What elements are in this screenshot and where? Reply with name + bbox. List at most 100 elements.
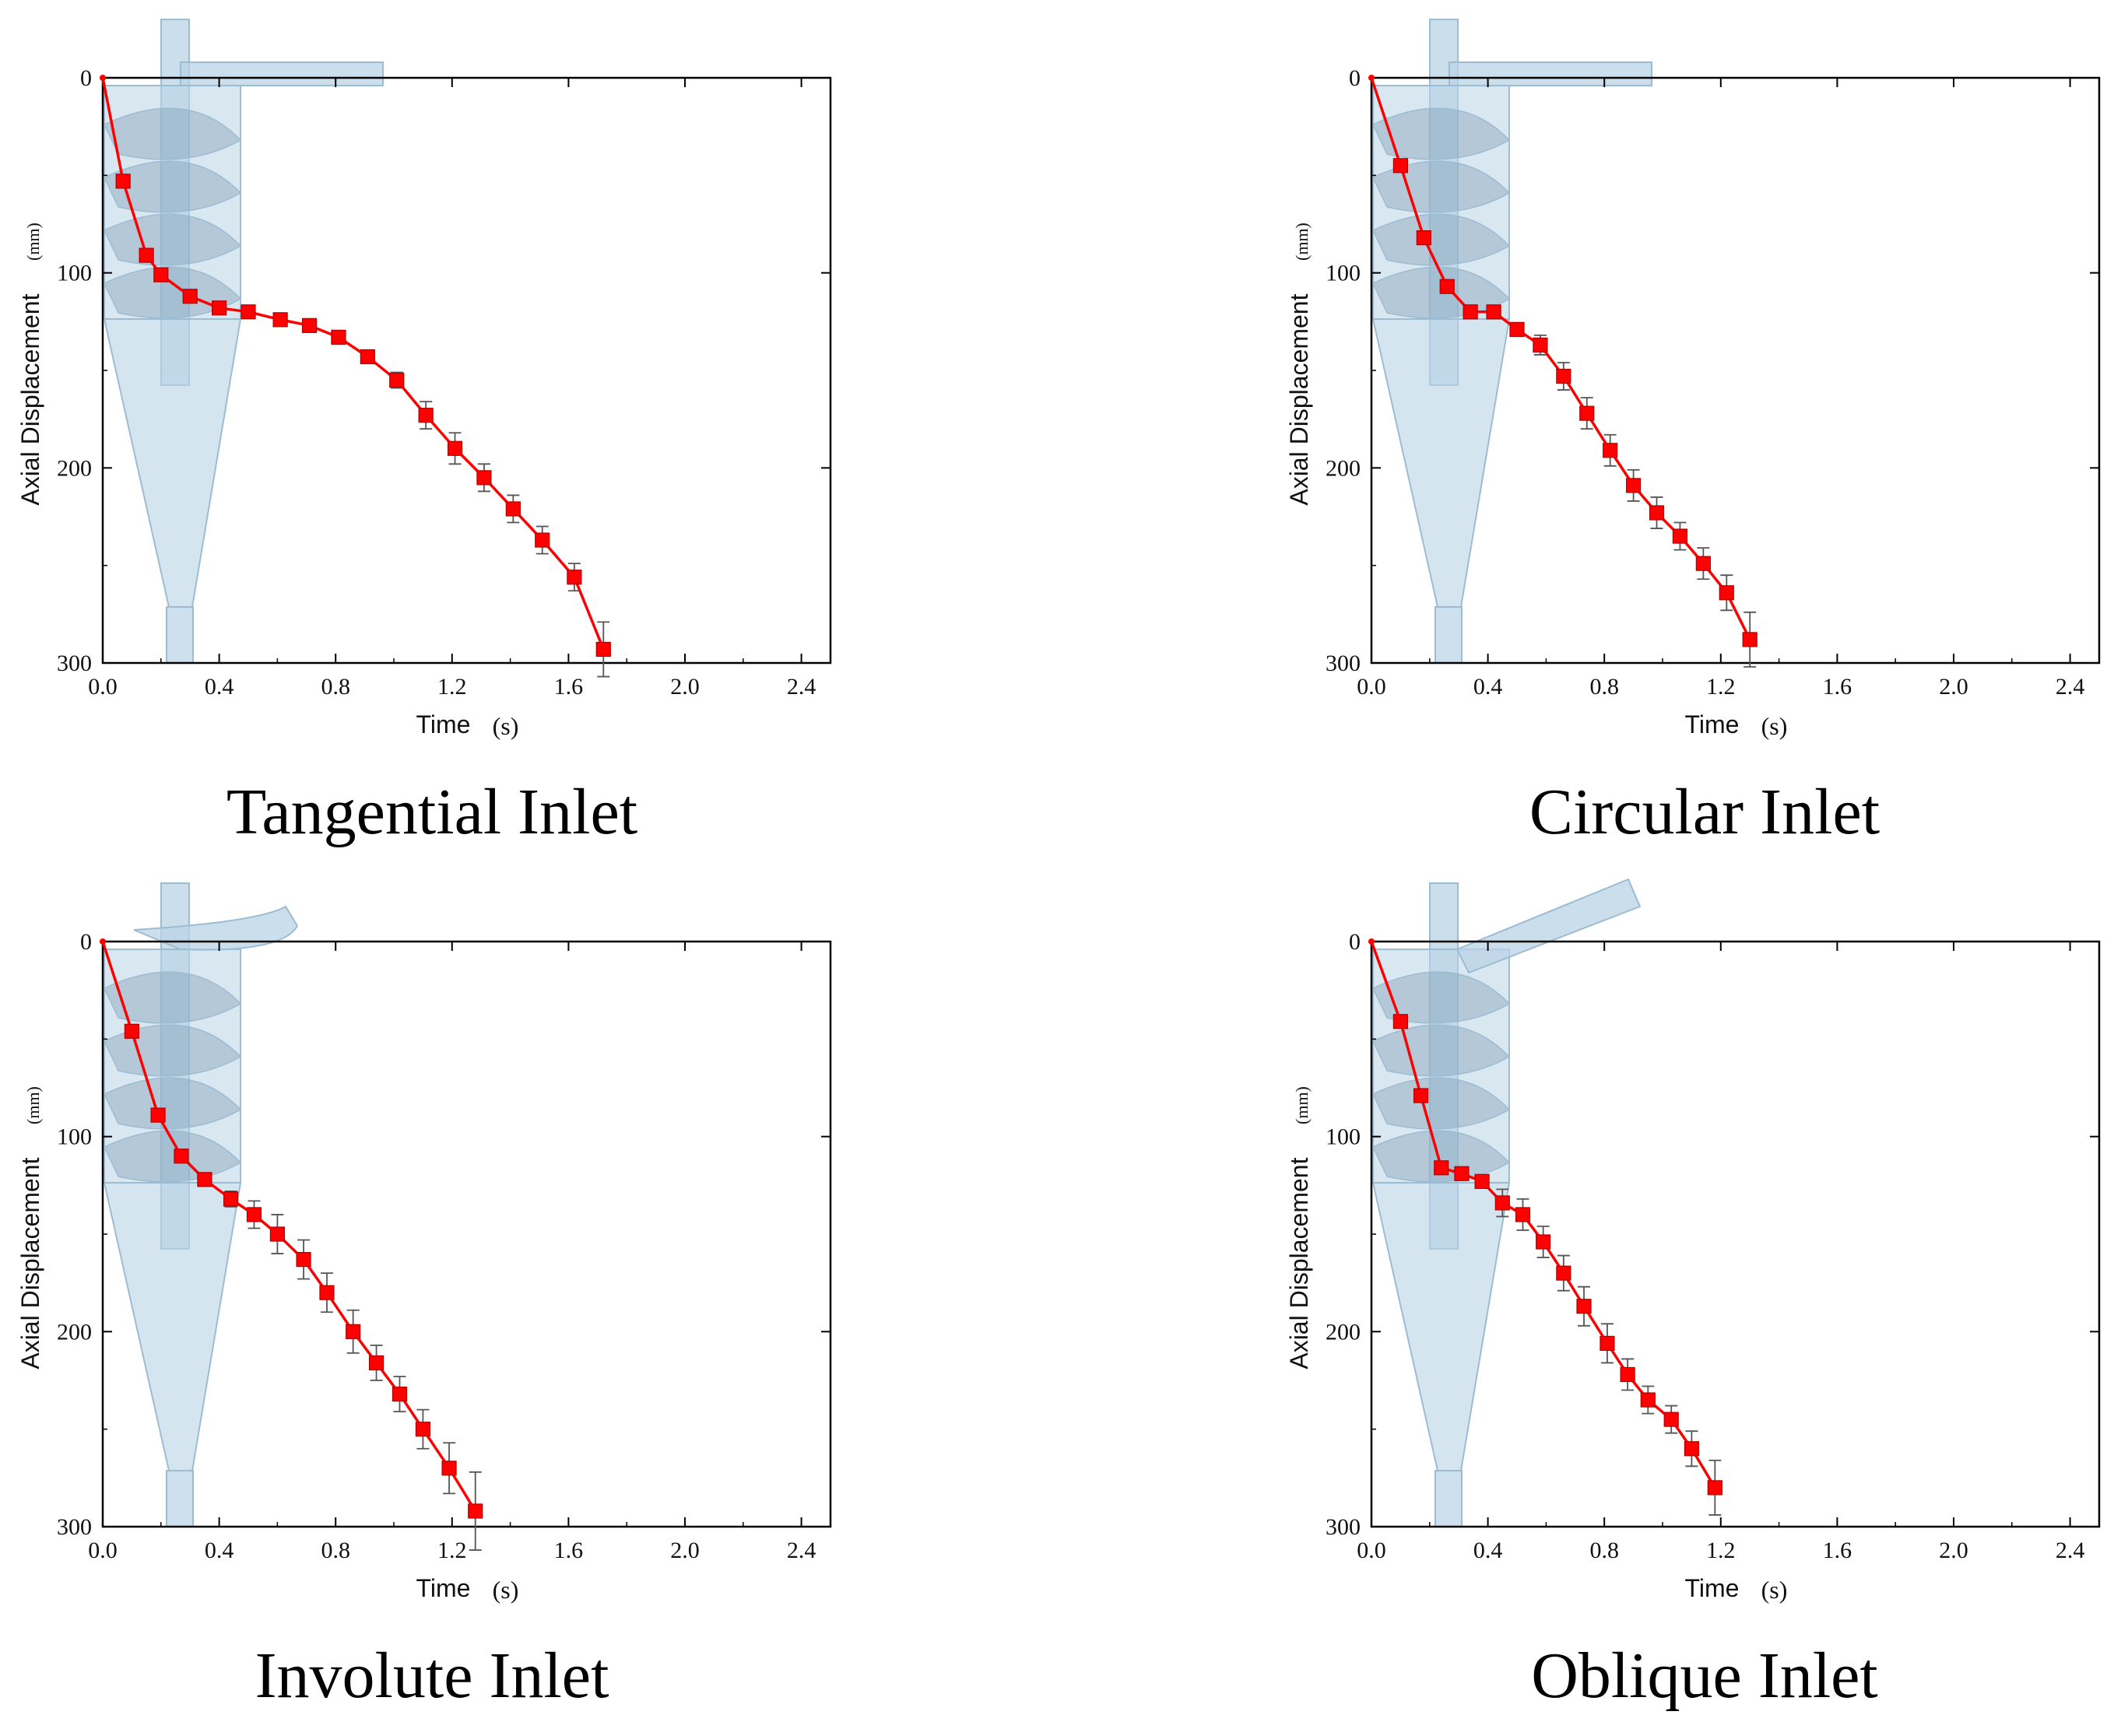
data-point <box>346 1324 361 1339</box>
x-tick-label: 0.4 <box>205 674 234 700</box>
y-tick-label: 300 <box>1326 651 1361 676</box>
spiral-vane <box>1371 1130 1511 1183</box>
y-tick-label: 100 <box>1326 1124 1361 1150</box>
data-point <box>319 1285 335 1300</box>
data-point <box>212 300 227 316</box>
spiral-vane <box>103 971 242 1024</box>
x-tick-label: 0.8 <box>1589 674 1619 700</box>
data-point <box>389 372 405 388</box>
x-tick-label: 1.2 <box>1706 674 1736 700</box>
data-point <box>153 267 169 282</box>
spiral-vane <box>103 1077 242 1130</box>
data-point <box>505 501 521 517</box>
cyclone-illustration <box>103 882 299 1527</box>
caption-circular-inlet: Circular Inlet <box>1529 776 1880 848</box>
data-point <box>1416 230 1431 246</box>
x-tick-label: 1.6 <box>554 1538 584 1563</box>
data-point <box>1509 321 1525 337</box>
data-point <box>272 312 288 328</box>
spiral-vane <box>103 266 242 319</box>
data-point <box>392 1386 408 1402</box>
x-tick-label: 1.2 <box>437 1538 467 1563</box>
y-tick-label: 200 <box>1326 1319 1361 1345</box>
x-axis-unit: (s) <box>493 1576 519 1604</box>
data-point <box>447 440 463 456</box>
x-tick-label: 2.0 <box>670 1538 700 1563</box>
data-point <box>1649 505 1665 521</box>
panel-circular-inlet: 0.0 0.4 0.8 1.2 1.6 2.0 2.4 0 100 200 300 Time (s) Ax… <box>1269 0 2121 747</box>
data-point <box>1515 1207 1531 1222</box>
spiral-vane <box>103 160 242 213</box>
y-tick-label: 100 <box>57 261 92 286</box>
data-point <box>301 317 318 333</box>
cyclone-illustration <box>1371 19 1652 664</box>
chart-svg-oblique: 0.0 0.4 0.8 1.2 1.6 2.0 2.4 0 100 200 300 Time (s) Ax… <box>1285 878 2101 1604</box>
cyclone-cone <box>103 318 242 608</box>
cyclone-cone <box>1371 318 1511 608</box>
data-point <box>269 1226 285 1242</box>
data-point <box>1454 1166 1470 1181</box>
data-point <box>418 408 434 423</box>
data-point <box>124 1023 139 1039</box>
x-tick-label: 0.8 <box>1589 1538 1619 1563</box>
caption-involute-inlet: Involute Inlet <box>255 1640 609 1712</box>
data-point <box>1707 1480 1722 1496</box>
x-tick-label: 0.8 <box>321 1538 350 1563</box>
x-tick-label: 2.4 <box>2056 1538 2085 1563</box>
data-point <box>468 1503 483 1519</box>
tangential-inlet-pipe <box>180 61 384 86</box>
data-point <box>1486 304 1501 320</box>
chart-svg-tangential: 0.0 0.4 0.8 1.2 1.6 2.0 2.4 0 100 200 300 Time (s) Ax… <box>16 19 832 740</box>
caption-tangential-inlet: Tangential Inlet <box>226 776 638 848</box>
x-axis-title: Time <box>1685 710 1740 738</box>
x-axis-unit: (s) <box>1761 1576 1788 1604</box>
data-point <box>139 247 154 263</box>
x-tick-label: 1.2 <box>1706 1538 1736 1563</box>
y-tick-label: 200 <box>57 455 92 481</box>
data-point <box>415 1422 431 1437</box>
x-tick-label: 0.4 <box>1473 1538 1503 1563</box>
data-point <box>476 470 492 486</box>
x-tick-label: 1.6 <box>1823 1538 1852 1563</box>
data-point <box>441 1461 457 1476</box>
data-point <box>535 532 550 548</box>
data-point <box>1663 1412 1679 1427</box>
y-tick-label: 0 <box>1349 929 1361 955</box>
x-tick-label: 2.4 <box>787 674 816 700</box>
panel-oblique-inlet: 0.0 0.4 0.8 1.2 1.6 2.0 2.4 0 100 200 300 Time (s) Ax… <box>1269 864 2121 1611</box>
x-axis-title: Time <box>416 1574 471 1602</box>
y-axis-title: Axial Displacement <box>1285 1157 1313 1369</box>
y-tick-label: 100 <box>57 1124 92 1150</box>
y-axis-title: Axial Displacement <box>1285 293 1313 505</box>
data-point <box>1439 279 1455 294</box>
data-point <box>1533 337 1548 353</box>
involute-inlet-pipe <box>133 905 299 951</box>
data-point <box>246 1207 262 1222</box>
data-point <box>1413 1088 1429 1103</box>
caption-oblique-inlet: Oblique Inlet <box>1531 1640 1878 1712</box>
panel-tangential-inlet: 0.0 0.4 0.8 1.2 1.6 2.0 2.4 0 100 200 300 Time (s) Ax… <box>0 0 856 747</box>
chart-svg-circular: 0.0 0.4 0.8 1.2 1.6 2.0 2.4 0 100 200 300 Time (s) Ax… <box>1285 19 2101 740</box>
chart-svg-involute: 0.0 0.4 0.8 1.2 1.6 2.0 2.4 0 100 200 300 Time (s) Ax… <box>16 882 832 1604</box>
data-point-origin <box>100 75 106 81</box>
data-point <box>567 570 582 585</box>
data-point <box>296 1251 311 1268</box>
spiral-vane <box>1371 160 1511 213</box>
series-line-involute <box>101 941 477 1512</box>
data-point <box>1620 1366 1635 1383</box>
x-axis-unit: (s) <box>1761 712 1788 740</box>
x-tick-label: 2.0 <box>670 674 700 700</box>
y-tick-label: 200 <box>1326 455 1361 481</box>
cyclone-cone <box>103 1182 242 1471</box>
data-point <box>150 1107 166 1123</box>
data-point <box>1556 1265 1571 1281</box>
y-tick-label: 100 <box>1326 261 1361 286</box>
y-tick-label: 300 <box>1326 1514 1361 1540</box>
x-tick-label: 0.8 <box>321 674 350 700</box>
x-axis-title: Time <box>416 710 471 738</box>
cyclone-cone <box>1371 1182 1511 1471</box>
y-axis-unit: (mm) <box>1292 223 1312 261</box>
data-point <box>595 641 611 658</box>
data-point <box>115 174 131 189</box>
